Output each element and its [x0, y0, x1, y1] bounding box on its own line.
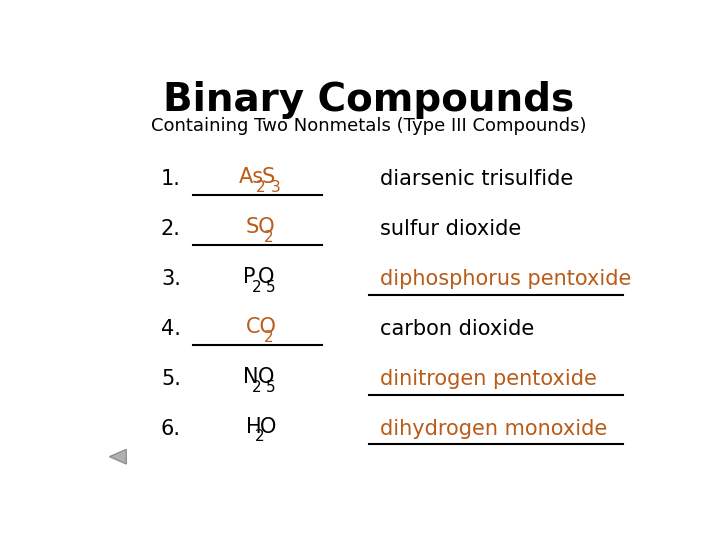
Text: H: H — [246, 416, 261, 436]
Text: dinitrogen pentoxide: dinitrogen pentoxide — [380, 369, 597, 389]
Text: N: N — [243, 367, 258, 387]
Text: As: As — [238, 167, 264, 187]
Text: diarsenic trisulfide: diarsenic trisulfide — [380, 169, 573, 189]
Text: 4.: 4. — [161, 319, 181, 339]
Text: 3.: 3. — [161, 269, 181, 289]
Text: sulfur dioxide: sulfur dioxide — [380, 219, 521, 239]
Text: 3: 3 — [271, 180, 281, 195]
Text: dihydrogen monoxide: dihydrogen monoxide — [380, 418, 608, 438]
Text: SO: SO — [246, 217, 275, 237]
Text: carbon dioxide: carbon dioxide — [380, 319, 534, 339]
Polygon shape — [109, 449, 126, 464]
Text: O: O — [260, 416, 276, 436]
Text: diphosphorus pentoxide: diphosphorus pentoxide — [380, 269, 631, 289]
Text: 2: 2 — [252, 380, 261, 395]
Text: 5.: 5. — [161, 369, 181, 389]
Text: 2: 2 — [264, 329, 273, 345]
Text: CO: CO — [246, 317, 276, 337]
Text: 5: 5 — [266, 280, 276, 295]
Text: 6.: 6. — [161, 418, 181, 438]
Text: P: P — [243, 267, 256, 287]
Text: 2: 2 — [256, 180, 266, 195]
Text: O: O — [258, 367, 274, 387]
Text: S: S — [262, 167, 275, 187]
Text: Binary Compounds: Binary Compounds — [163, 82, 575, 119]
Text: O: O — [258, 267, 274, 287]
Text: 2: 2 — [252, 280, 261, 295]
Text: 2.: 2. — [161, 219, 181, 239]
Text: Containing Two Nonmetals (Type III Compounds): Containing Two Nonmetals (Type III Compo… — [151, 117, 587, 135]
Text: 2: 2 — [264, 230, 273, 245]
Text: 2: 2 — [255, 429, 264, 444]
Text: 1.: 1. — [161, 169, 181, 189]
Text: 5: 5 — [266, 380, 276, 395]
